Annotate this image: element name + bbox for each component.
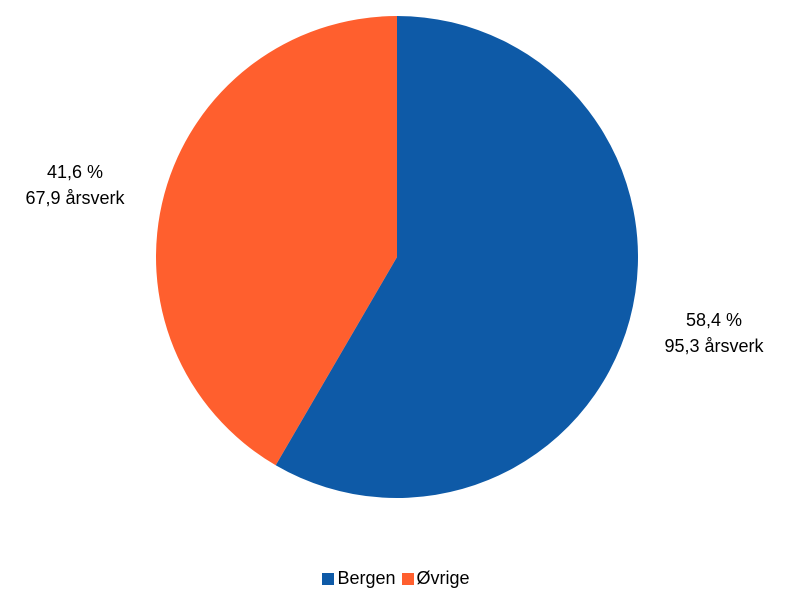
data-label-bergen-value: 95,3 årsverk (664, 336, 764, 356)
data-label-bergen-percent: 58,4 % (686, 310, 742, 330)
pie-chart: 58,4 % 95,3 årsverk 41,6 % 67,9 årsverk (25, 16, 765, 498)
data-label-ovrige-value: 67,9 årsverk (25, 188, 125, 208)
legend-label-bergen: Bergen (337, 568, 396, 588)
legend-swatch-ovrige (401, 572, 414, 585)
legend-swatch-bergen (322, 572, 335, 585)
legend-item-bergen: Bergen (322, 568, 396, 589)
data-label-ovrige-percent: 41,6 % (47, 162, 103, 182)
legend-label-ovrige: Øvrige (416, 568, 470, 588)
pie-slice-ovrige (155, 16, 397, 466)
legend-item-ovrige: Øvrige (401, 568, 470, 589)
legend: Bergen Øvrige (0, 568, 792, 589)
pie-slice-bergen (275, 16, 638, 498)
